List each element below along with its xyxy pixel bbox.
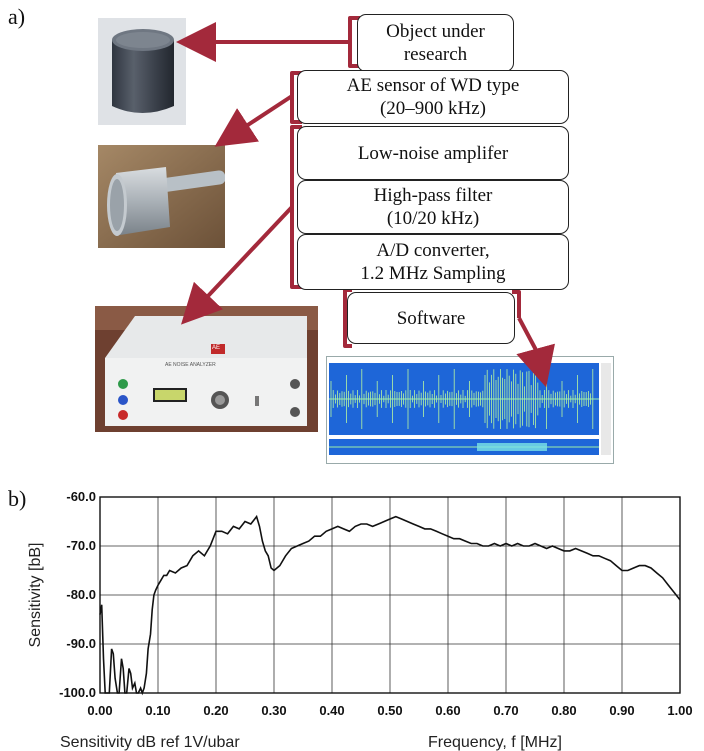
box-adc: A/D converter, 1.2 MHz Sampling <box>297 234 569 290</box>
device-badge: AE <box>212 345 221 351</box>
software-screenshot <box>326 356 614 464</box>
device-photo: AE NOISE ANALYZER AE <box>95 306 318 432</box>
y-tick-label: -90.0 <box>66 636 96 651</box>
box-amplifier: Low-noise amplifer <box>297 126 569 180</box>
sensitivity-chart: -60.0 -70.0 -80.0 -90.0 -100.0 0.00 0.10 0.20 0… <box>27 489 693 751</box>
ae-sensor-icon <box>98 145 225 248</box>
box-object: Object under research <box>357 14 514 72</box>
analyzer-device-icon <box>95 306 318 432</box>
box-software: Software <box>347 292 515 344</box>
y-tick-label: -70.0 <box>66 538 96 553</box>
y-tick-label: -100.0 <box>59 685 96 700</box>
panel-a-arrows <box>176 16 555 388</box>
software-bracket-left <box>343 288 352 348</box>
arrow-software <box>516 317 555 388</box>
panel-b-label: b) <box>8 486 27 511</box>
sensitivity-reference-note: Sensitivity dB ref 1V/ubar <box>60 734 240 751</box>
x-tick-label: 0.30 <box>261 703 286 718</box>
panel-a-label: a) <box>8 4 26 29</box>
cylinder-object-icon <box>98 18 186 125</box>
x-tick-label: 0.60 <box>435 703 460 718</box>
device-label: AE NOISE ANALYZER <box>165 362 216 368</box>
box-filter: High-pass filter (10/20 kHz) <box>297 180 569 234</box>
chart-frame <box>99 496 681 694</box>
y-tick-label: -80.0 <box>66 587 96 602</box>
x-tick-label: 0.50 <box>377 703 402 718</box>
x-tick-label: 0.80 <box>551 703 576 718</box>
arrow-sensor <box>214 94 294 147</box>
waveform-screenshot <box>327 357 613 463</box>
x-tick-label: 0.00 <box>87 703 112 718</box>
x-axis-label: Frequency, f [MHz] <box>428 734 562 751</box>
box-sensor: AE sensor of WD type (20–900 kHz) <box>297 70 569 124</box>
y-axis-label: Sensitivity [bB] <box>27 543 44 648</box>
x-tick-label: 1.00 <box>667 703 692 718</box>
x-tick-label: 0.40 <box>319 703 344 718</box>
sensor-photo <box>98 145 225 248</box>
object-photo <box>98 18 186 125</box>
x-tick-label: 0.70 <box>493 703 518 718</box>
x-tick-label: 0.90 <box>609 703 634 718</box>
y-tick-label: -60.0 <box>66 489 96 504</box>
x-tick-label: 0.10 <box>145 703 170 718</box>
x-tick-label: 0.20 <box>203 703 228 718</box>
sensitivity-series-line <box>99 514 681 696</box>
arrow-device <box>181 205 294 325</box>
software-bracket-right <box>512 290 521 318</box>
